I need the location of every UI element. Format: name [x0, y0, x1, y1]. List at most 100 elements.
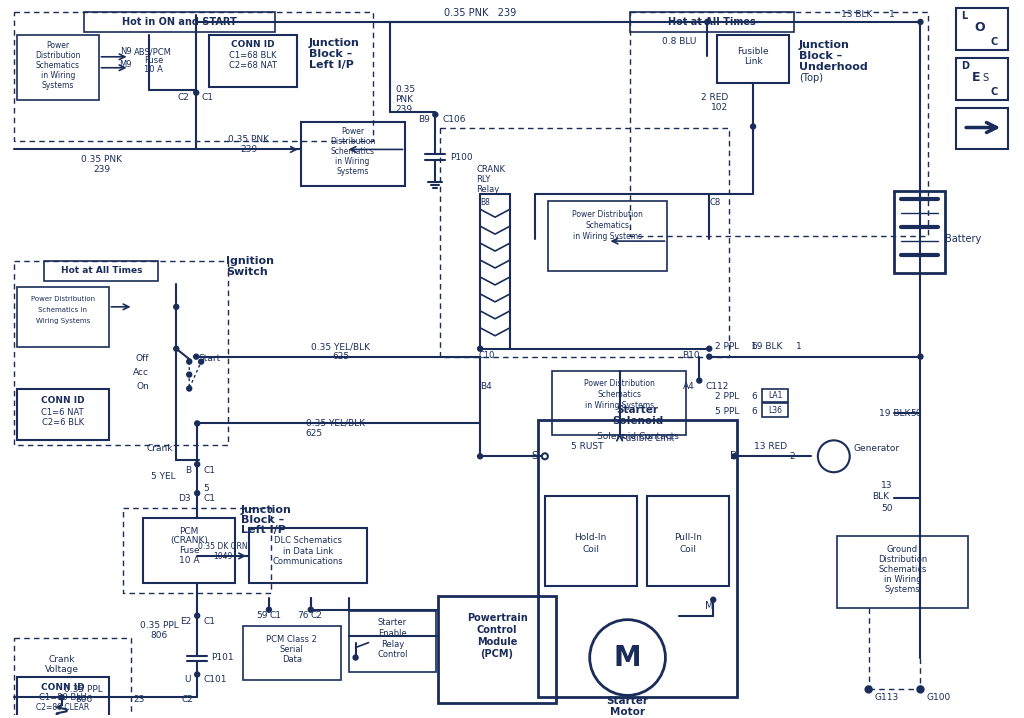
Circle shape — [865, 686, 872, 693]
Circle shape — [711, 597, 716, 602]
Text: C1=80 BLU: C1=80 BLU — [39, 693, 86, 702]
Text: DLC Schematics: DLC Schematics — [273, 536, 342, 546]
Text: Starter: Starter — [606, 696, 648, 707]
Text: 0.35 YEL/BLK: 0.35 YEL/BLK — [311, 342, 370, 351]
Text: C112: C112 — [706, 382, 729, 391]
Text: Block –: Block – — [799, 51, 842, 61]
Text: 13 RED: 13 RED — [755, 442, 787, 451]
Text: Hot at All Times: Hot at All Times — [669, 17, 756, 27]
Text: 2 PPL: 2 PPL — [715, 392, 739, 401]
Text: Power Distribution: Power Distribution — [584, 379, 655, 388]
Text: 13 BLK: 13 BLK — [841, 11, 872, 19]
Bar — [538, 421, 737, 697]
Bar — [16, 35, 98, 100]
Text: 806: 806 — [75, 695, 92, 704]
Text: S: S — [982, 73, 988, 83]
Text: C106: C106 — [442, 115, 466, 124]
Text: Relay: Relay — [476, 185, 500, 194]
Text: 19 BLK: 19 BLK — [752, 342, 782, 351]
Text: Battery: Battery — [945, 234, 982, 244]
Text: 625: 625 — [332, 352, 349, 361]
Text: C2: C2 — [310, 611, 323, 620]
Text: On: On — [136, 382, 150, 391]
Text: C1=68 BLK: C1=68 BLK — [229, 51, 276, 60]
Text: (PCM): (PCM) — [480, 648, 514, 658]
Bar — [762, 388, 787, 403]
Text: 5 YEL: 5 YEL — [151, 472, 176, 481]
Circle shape — [542, 453, 548, 460]
Text: C: C — [990, 87, 997, 97]
Text: Starter: Starter — [616, 406, 658, 416]
Text: Serial: Serial — [280, 645, 304, 654]
Text: 0.35 PNK: 0.35 PNK — [81, 155, 122, 164]
Bar — [84, 12, 274, 32]
Text: Crank: Crank — [48, 655, 75, 664]
Text: E2: E2 — [180, 617, 191, 626]
Text: Left I/P: Left I/P — [309, 60, 353, 70]
Circle shape — [590, 620, 666, 696]
Bar — [16, 388, 109, 440]
Text: 59: 59 — [256, 611, 268, 620]
Text: Relay: Relay — [381, 640, 404, 649]
Circle shape — [266, 607, 271, 612]
Text: G100: G100 — [927, 693, 950, 702]
Bar — [438, 596, 556, 704]
Text: B: B — [185, 466, 191, 475]
Text: Fuse: Fuse — [179, 546, 200, 556]
Text: Hot in ON and START: Hot in ON and START — [122, 17, 237, 27]
Text: Power Distribution: Power Distribution — [31, 296, 95, 302]
Text: 5 PPL: 5 PPL — [715, 407, 739, 416]
Text: Power Distribution: Power Distribution — [572, 210, 643, 219]
Text: B9: B9 — [419, 115, 430, 124]
Text: Distribution: Distribution — [878, 556, 927, 564]
Text: U: U — [184, 675, 191, 684]
Text: in Wiring: in Wiring — [336, 157, 370, 166]
Text: Schematics: Schematics — [36, 61, 80, 70]
Bar — [630, 12, 794, 32]
Text: PCM Class 2: PCM Class 2 — [266, 635, 317, 644]
Bar — [209, 35, 297, 87]
Bar — [16, 287, 109, 347]
Text: C1=6 NAT: C1=6 NAT — [41, 408, 84, 417]
Text: PNK: PNK — [395, 95, 414, 104]
Text: Solenoid Contacts: Solenoid Contacts — [597, 432, 679, 441]
Text: in Wiring Systems: in Wiring Systems — [585, 401, 654, 410]
Circle shape — [308, 607, 313, 612]
Circle shape — [918, 354, 923, 359]
Text: 0.35: 0.35 — [395, 85, 416, 94]
Text: 239: 239 — [93, 165, 111, 174]
Text: D: D — [962, 61, 970, 71]
Text: Starter: Starter — [378, 618, 407, 627]
Circle shape — [353, 655, 358, 660]
Text: C2: C2 — [177, 93, 189, 102]
Text: CONN ID: CONN ID — [231, 40, 274, 50]
Text: A4: A4 — [683, 382, 694, 391]
Text: 0.35 DK GRN: 0.35 DK GRN — [199, 542, 248, 551]
Text: Junction: Junction — [309, 38, 359, 48]
Text: Crank: Crank — [146, 444, 173, 453]
Circle shape — [818, 440, 850, 472]
Text: Systems: Systems — [42, 81, 74, 90]
Text: Hold-In: Hold-In — [574, 533, 607, 543]
Text: Start: Start — [199, 354, 220, 363]
Text: A: A — [829, 452, 838, 461]
Text: PCM: PCM — [179, 526, 199, 536]
Circle shape — [751, 124, 756, 129]
Text: in Wiring: in Wiring — [884, 575, 922, 584]
Text: Junction: Junction — [241, 505, 292, 515]
Text: B10: B10 — [682, 351, 699, 360]
Bar — [717, 35, 788, 83]
Text: CONN ID: CONN ID — [41, 396, 85, 405]
Text: Data: Data — [282, 655, 302, 664]
Text: Pull-In: Pull-In — [675, 533, 702, 543]
Text: B: B — [730, 452, 737, 461]
Circle shape — [916, 686, 924, 693]
Text: Schematics: Schematics — [598, 390, 642, 399]
Circle shape — [174, 304, 179, 309]
Circle shape — [433, 112, 438, 117]
Text: Communications: Communications — [272, 557, 343, 567]
Text: O: O — [974, 22, 985, 34]
Text: Control: Control — [477, 625, 517, 635]
Text: C2: C2 — [181, 695, 194, 704]
Text: Motor: Motor — [610, 707, 645, 717]
